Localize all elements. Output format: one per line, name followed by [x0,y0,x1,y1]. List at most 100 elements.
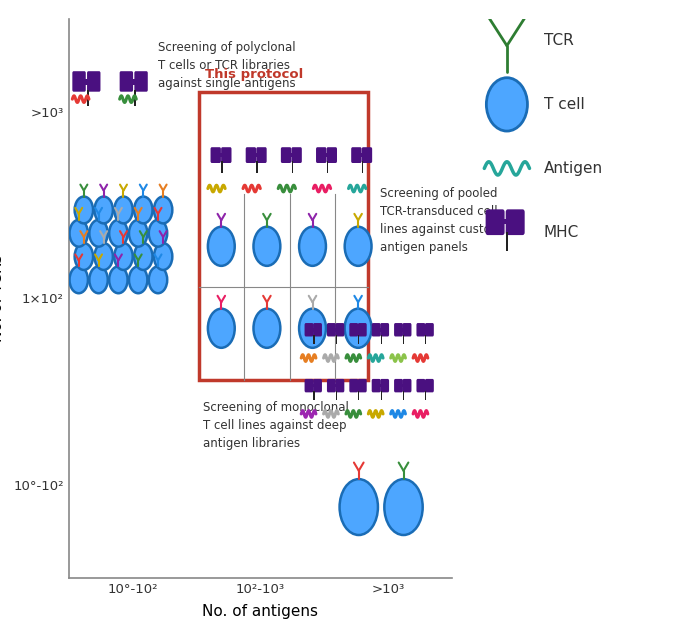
FancyBboxPatch shape [256,147,266,163]
FancyBboxPatch shape [73,71,86,91]
Circle shape [75,197,93,224]
FancyBboxPatch shape [394,379,403,392]
Text: Screening of polyclonal
T cells or TCR libraries
against single antigens: Screening of polyclonal T cells or TCR l… [158,41,296,90]
Bar [502,219,512,225]
Circle shape [75,243,93,270]
Text: Screening of pooled
TCR-transduced cell
lines against custom
antigen panels: Screening of pooled TCR-transduced cell … [380,187,503,254]
Bar [403,335,404,344]
FancyBboxPatch shape [134,71,148,91]
Bar [381,391,382,399]
FancyBboxPatch shape [351,147,362,163]
FancyBboxPatch shape [313,379,322,392]
Text: Antigen: Antigen [544,161,603,176]
Circle shape [89,267,108,293]
Text: MHC: MHC [544,225,579,240]
Bar [401,328,406,331]
Circle shape [95,243,113,270]
Circle shape [486,77,527,131]
FancyBboxPatch shape [349,379,358,392]
Circle shape [208,227,235,266]
Circle shape [134,243,153,270]
Text: Screening of monoclonal
T cell lines against deep
antigen libraries: Screening of monoclonal T cell lines aga… [203,401,349,450]
X-axis label: No. of antigens: No. of antigens [202,604,319,619]
FancyBboxPatch shape [486,210,505,235]
FancyBboxPatch shape [380,323,389,337]
FancyBboxPatch shape [327,147,337,163]
Bar [358,335,359,344]
FancyBboxPatch shape [358,379,366,392]
FancyBboxPatch shape [416,379,425,392]
FancyBboxPatch shape [246,147,256,163]
FancyBboxPatch shape [291,147,302,163]
Circle shape [208,309,235,348]
Bar [425,335,426,344]
Circle shape [89,220,108,246]
FancyBboxPatch shape [416,323,425,337]
Bar [87,90,88,105]
Bar [360,153,365,157]
Circle shape [299,309,326,348]
Circle shape [345,309,371,348]
Bar [357,384,361,387]
Text: TCR: TCR [544,33,573,48]
Text: This protocol: This protocol [206,67,303,81]
Bar [379,384,383,387]
FancyBboxPatch shape [380,379,389,392]
Bar [403,391,404,399]
Circle shape [109,267,127,293]
FancyBboxPatch shape [336,379,345,392]
Bar [221,161,223,173]
Circle shape [95,197,113,224]
Bar [334,328,338,331]
Bar [424,384,428,387]
Bar [325,153,330,157]
Circle shape [154,243,173,270]
Bar [312,328,316,331]
Circle shape [129,220,147,246]
Bar [424,328,428,331]
FancyBboxPatch shape [327,379,336,392]
Circle shape [299,227,326,266]
FancyBboxPatch shape [120,71,133,91]
Bar [334,384,338,387]
FancyBboxPatch shape [394,323,403,337]
FancyBboxPatch shape [349,323,358,337]
Bar [506,232,508,251]
Bar [290,153,295,157]
FancyBboxPatch shape [87,71,101,91]
FancyBboxPatch shape [316,147,327,163]
FancyBboxPatch shape [425,379,434,392]
Bar [219,153,225,157]
Circle shape [114,197,133,224]
Circle shape [109,220,127,246]
Circle shape [134,197,153,224]
FancyBboxPatch shape [313,323,322,337]
Circle shape [129,267,147,293]
Bar [362,161,363,173]
Bar [358,391,359,399]
Bar [327,161,328,173]
Bar [379,328,383,331]
Bar [425,391,426,399]
Circle shape [69,267,88,293]
Bar [132,79,138,84]
Circle shape [149,267,167,293]
Circle shape [69,220,88,246]
Y-axis label: No. of TCRs: No. of TCRs [0,255,5,342]
Bar [336,391,337,399]
Bar [336,335,337,344]
FancyBboxPatch shape [327,323,336,337]
FancyBboxPatch shape [305,323,314,337]
Bar [84,79,91,84]
Circle shape [154,197,173,224]
Circle shape [149,220,167,246]
Circle shape [384,479,423,535]
FancyBboxPatch shape [425,323,434,337]
FancyBboxPatch shape [403,379,412,392]
FancyBboxPatch shape [199,91,368,380]
FancyBboxPatch shape [403,323,412,337]
FancyBboxPatch shape [281,147,291,163]
Bar [357,328,361,331]
Text: T cell: T cell [544,97,584,112]
Circle shape [253,309,280,348]
